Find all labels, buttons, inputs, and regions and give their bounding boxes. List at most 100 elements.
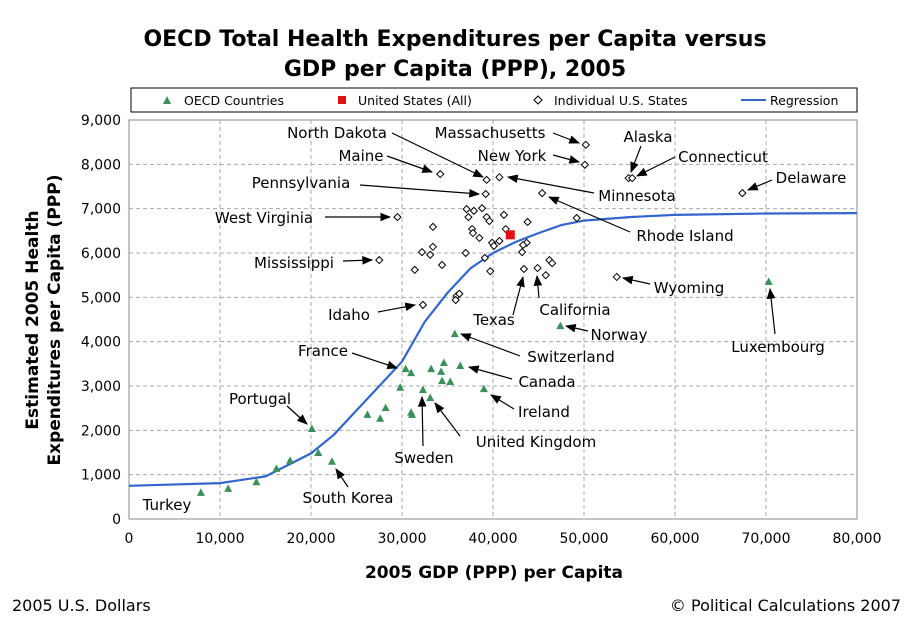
state-point — [628, 173, 637, 183]
y-tick-label: 9,000 — [81, 113, 121, 129]
oecd-point — [252, 477, 261, 486]
state-point — [469, 206, 479, 216]
annotation-label: United Kingdom — [476, 433, 596, 451]
annotation-label: Norway — [591, 326, 648, 344]
y-tick-label: 6,000 — [81, 246, 121, 262]
state-point — [393, 212, 402, 222]
x-tick-label: 50,000 — [560, 531, 609, 547]
annotation-arrow — [467, 365, 513, 380]
annotation-arrow — [351, 352, 399, 370]
chart-title-line-1: OECD Total Health Expenditures per Capit… — [143, 27, 766, 52]
annotation-arrow — [506, 174, 595, 194]
annotation-arrow — [377, 302, 417, 313]
state-point — [451, 295, 460, 305]
state-point — [477, 204, 487, 213]
x-tick-label: 30,000 — [378, 531, 427, 547]
annotation-arrow — [342, 256, 374, 265]
annotation-label: Ireland — [518, 403, 570, 421]
annotation-label: Texas — [472, 311, 515, 329]
state-point — [541, 270, 550, 280]
legend-marker-oecd — [163, 96, 171, 104]
y-tick-label: 0 — [112, 512, 121, 528]
state-point — [437, 260, 447, 270]
state-point — [612, 272, 621, 282]
annotation-label: Rhode Island — [636, 227, 733, 245]
annotation-arrow — [636, 156, 676, 177]
annotation-arrow — [548, 196, 631, 233]
state-point — [417, 247, 427, 257]
state-point — [495, 236, 504, 246]
legend-box — [130, 87, 858, 113]
axis-ticks: 0 10,000 20,000 30,000 40,000 50,000 60,000 70,… — [81, 113, 882, 547]
data-points — [196, 140, 773, 496]
annotation: Canada — [467, 365, 576, 391]
annotation-arrow — [766, 287, 776, 335]
state-point — [523, 217, 532, 227]
oecd-point — [426, 393, 435, 401]
annotation: Maine — [338, 147, 434, 173]
annotation-arrow — [434, 402, 461, 437]
annotation: France — [298, 342, 399, 370]
x-tick-label: 70,000 — [742, 531, 791, 547]
state-point — [426, 250, 435, 259]
annotation-label: Portugal — [229, 390, 291, 408]
legend-marker-us — [338, 96, 346, 104]
state-point — [517, 247, 527, 257]
annotation: Texas — [472, 275, 525, 329]
oecd-point — [272, 464, 281, 472]
state-point — [455, 289, 464, 298]
x-tick-label: 80,000 — [833, 531, 882, 547]
annotation: Turkey — [142, 496, 192, 514]
annotation: New York — [478, 147, 581, 165]
annotation-arrow — [552, 132, 581, 144]
annotation-arrow — [533, 274, 543, 299]
legend-label-regression: Regression — [770, 93, 838, 108]
oecd-point — [418, 385, 427, 393]
y-tick-label: 4,000 — [81, 335, 121, 351]
annotation-label: West Virginia — [215, 209, 313, 227]
annotation: Wyoming — [621, 275, 724, 297]
x-tick-label: 40,000 — [469, 531, 518, 547]
annotation-label: Canada — [518, 373, 575, 391]
y-tick-label: 8,000 — [81, 157, 121, 173]
annotation-label: Massachusetts — [435, 124, 546, 142]
state-point — [486, 266, 495, 276]
annotation-arrow — [286, 405, 308, 425]
annotation-label: Maine — [338, 147, 383, 165]
annotation-arrow — [459, 333, 521, 357]
annotation: California — [533, 274, 611, 319]
annotation: Idaho — [328, 302, 417, 324]
state-point — [738, 188, 747, 198]
oecd-point — [479, 384, 488, 393]
state-point — [410, 265, 419, 275]
annotation-label: Mississippi — [254, 254, 334, 272]
annotation-label: New York — [478, 147, 547, 165]
x-tick-label: 10,000 — [196, 531, 245, 547]
annotation: South Korea — [303, 468, 393, 507]
annotation-label: Idaho — [328, 306, 370, 324]
annotation: Alaska — [623, 128, 673, 174]
oecd-point — [439, 358, 448, 366]
y-tick-label: 5,000 — [81, 290, 121, 306]
annotation: Norway — [564, 323, 648, 344]
annotation-arrow — [417, 395, 427, 447]
state-point — [436, 169, 445, 179]
x-axis-label: 2005 GDP (PPP) per Capita — [365, 563, 623, 583]
oecd-point — [450, 329, 459, 338]
annotation-arrow — [359, 184, 481, 198]
legend: OECD Countries United States (All) Indiv… — [130, 87, 858, 113]
oecd-point — [764, 277, 773, 285]
state-point — [468, 228, 478, 238]
annotation-arrow — [512, 275, 525, 316]
annotation-arrow — [552, 154, 581, 164]
y-tick-label: 3,000 — [81, 379, 121, 395]
state-point — [464, 212, 473, 222]
oecd-point — [401, 364, 410, 373]
annotation: Ireland — [490, 394, 570, 421]
annotation: North Dakota — [287, 124, 484, 178]
annotation: United Kingdom — [434, 402, 596, 451]
annotation-label: Turkey — [142, 496, 192, 514]
annotations: North Dakota Massachusetts Maine New York Al… — [142, 124, 847, 514]
state-point — [518, 240, 528, 250]
state-point — [537, 188, 547, 198]
